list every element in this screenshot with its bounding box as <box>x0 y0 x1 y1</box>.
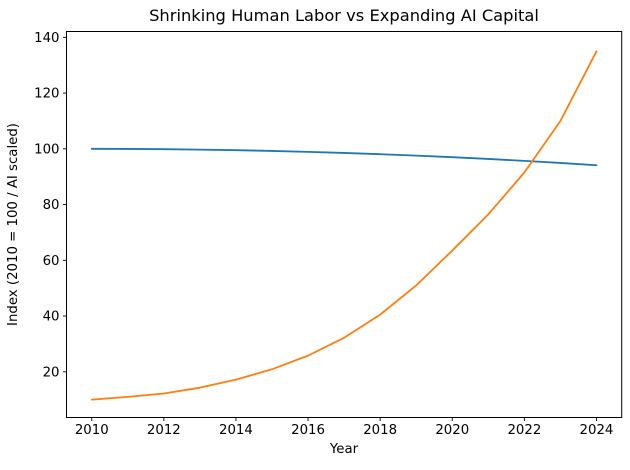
axes-spines <box>66 31 623 418</box>
x-tick-label: 2014 <box>219 423 253 438</box>
human_labor_index-line <box>90 147 598 167</box>
x-tick-label: 2020 <box>435 423 469 438</box>
y-tick-label: 40 <box>43 310 60 325</box>
ai_capital_index-line <box>90 50 598 401</box>
plot-dynamic: 2010 2012 2014 2016 2018 2020 2022 2024 20 40 60 80… <box>34 31 613 438</box>
x-tick-label: 2016 <box>291 423 325 438</box>
y-tick-label: 100 <box>34 142 59 157</box>
x-tick-label: 2022 <box>507 423 541 438</box>
y-tick-label: 20 <box>43 365 60 380</box>
y-tick-label: 60 <box>43 254 60 269</box>
y-tick-label: 80 <box>43 198 60 213</box>
x-tick-label: 2018 <box>363 423 397 438</box>
x-tick-label: 2012 <box>147 423 181 438</box>
x-tick-label: 2024 <box>580 423 614 438</box>
x-tick-label: 2010 <box>75 423 109 438</box>
y-tick-label: 140 <box>34 31 59 46</box>
y-axis-label: Index (2010 = 100 / AI scaled) <box>6 123 21 326</box>
chart-title: Shrinking Human Labor vs Expanding AI Ca… <box>149 6 539 25</box>
x-axis-label: Year <box>329 442 359 457</box>
y-tick-label: 120 <box>34 87 59 102</box>
